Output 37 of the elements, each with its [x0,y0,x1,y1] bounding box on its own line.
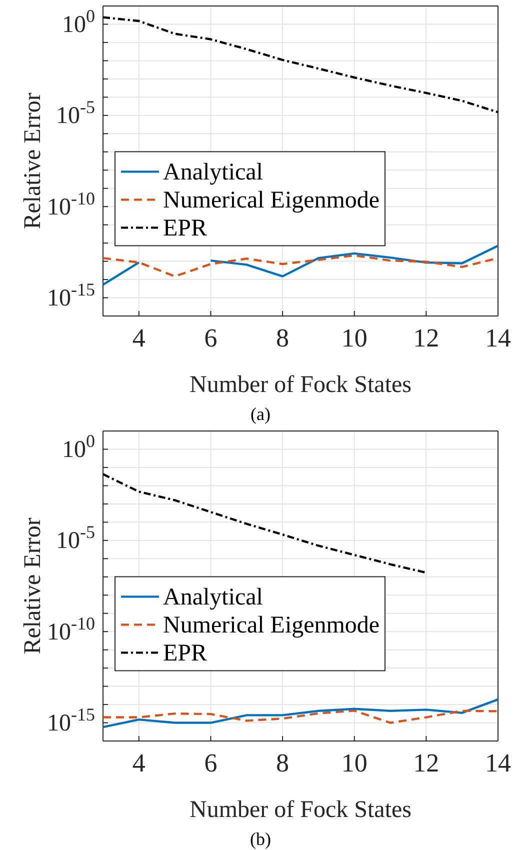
x-tick-label: 10 [341,323,368,352]
x-tick-label: 8 [276,748,290,778]
line-series [102,710,500,724]
x-tick-label: 6 [204,748,218,778]
y-tick-label: 10$^{-10}$ [47,188,95,220]
y-tick-label: 10$^{-15}$ [47,704,95,736]
x-tick-label: 4 [132,748,146,778]
text: (a) [250,404,270,424]
y-tick-label: 10$^{-15}$ [47,279,95,312]
y-axis-title: Relative Error [20,92,46,230]
line-series [102,698,500,728]
line-series [102,473,428,574]
legend-label: EPR [163,640,208,667]
legend-label: Analytical [163,584,264,611]
legend-label: Analytical [163,160,264,186]
line-series [102,16,500,114]
x-tick-label: 14 [485,748,511,778]
x-tick-label: 10 [341,748,368,778]
y-tick-label: 10$^{-5}$ [56,522,95,554]
x-tick-label: 12 [413,323,440,352]
x-tick-label: 4 [132,323,146,352]
x-tick-label: 6 [204,323,218,352]
legend-label: Numerical Eigenmode [163,188,380,214]
y-tick-label: 10$^{0}$ [62,430,95,463]
y-tick-label: 10$^{0}$ [62,6,95,38]
y-axis-title: Relative Error [20,518,46,654]
x-tick-label: 12 [413,748,440,778]
line-series [102,254,500,278]
x-tick-label: 14 [485,323,511,352]
x-axis-title: Number of Fock States [190,372,412,398]
y-tick-label: 10$^{-10}$ [47,613,95,646]
legend-label: EPR [163,216,208,242]
text: (b) [250,829,271,849]
legend-label: Numerical Eigenmode [163,612,380,639]
x-tick-label: 8 [276,323,290,352]
x-axis-title: Number of Fock States [190,797,412,823]
y-tick-label: 10$^{-5}$ [56,97,95,130]
